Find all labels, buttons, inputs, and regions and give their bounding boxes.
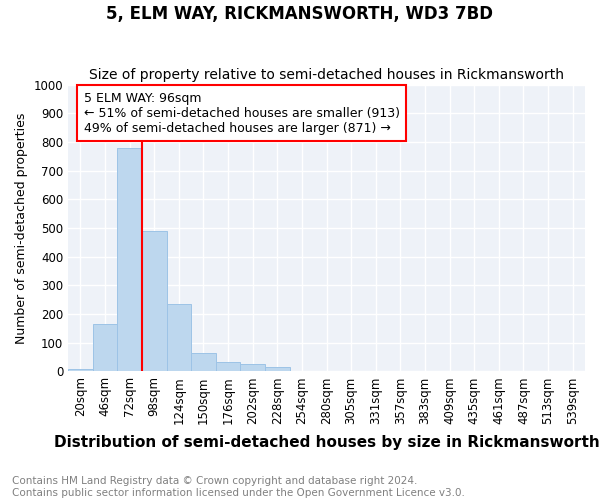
Bar: [117, 148, 142, 372]
Title: Size of property relative to semi-detached houses in Rickmansworth: Size of property relative to semi-detach…: [89, 68, 564, 82]
Bar: [167, 304, 191, 372]
Bar: [142, 231, 167, 372]
Bar: [216, 362, 241, 372]
Bar: [241, 364, 265, 372]
Text: 5 ELM WAY: 96sqm
← 51% of semi-detached houses are smaller (913)
49% of semi-det: 5 ELM WAY: 96sqm ← 51% of semi-detached …: [83, 92, 400, 134]
Bar: [191, 353, 216, 372]
X-axis label: Distribution of semi-detached houses by size in Rickmansworth: Distribution of semi-detached houses by …: [53, 435, 599, 450]
Text: Contains HM Land Registry data © Crown copyright and database right 2024.
Contai: Contains HM Land Registry data © Crown c…: [12, 476, 465, 498]
Bar: [68, 368, 92, 372]
Bar: [92, 324, 117, 372]
Y-axis label: Number of semi-detached properties: Number of semi-detached properties: [15, 112, 28, 344]
Text: 5, ELM WAY, RICKMANSWORTH, WD3 7BD: 5, ELM WAY, RICKMANSWORTH, WD3 7BD: [107, 5, 493, 23]
Bar: [265, 367, 290, 372]
